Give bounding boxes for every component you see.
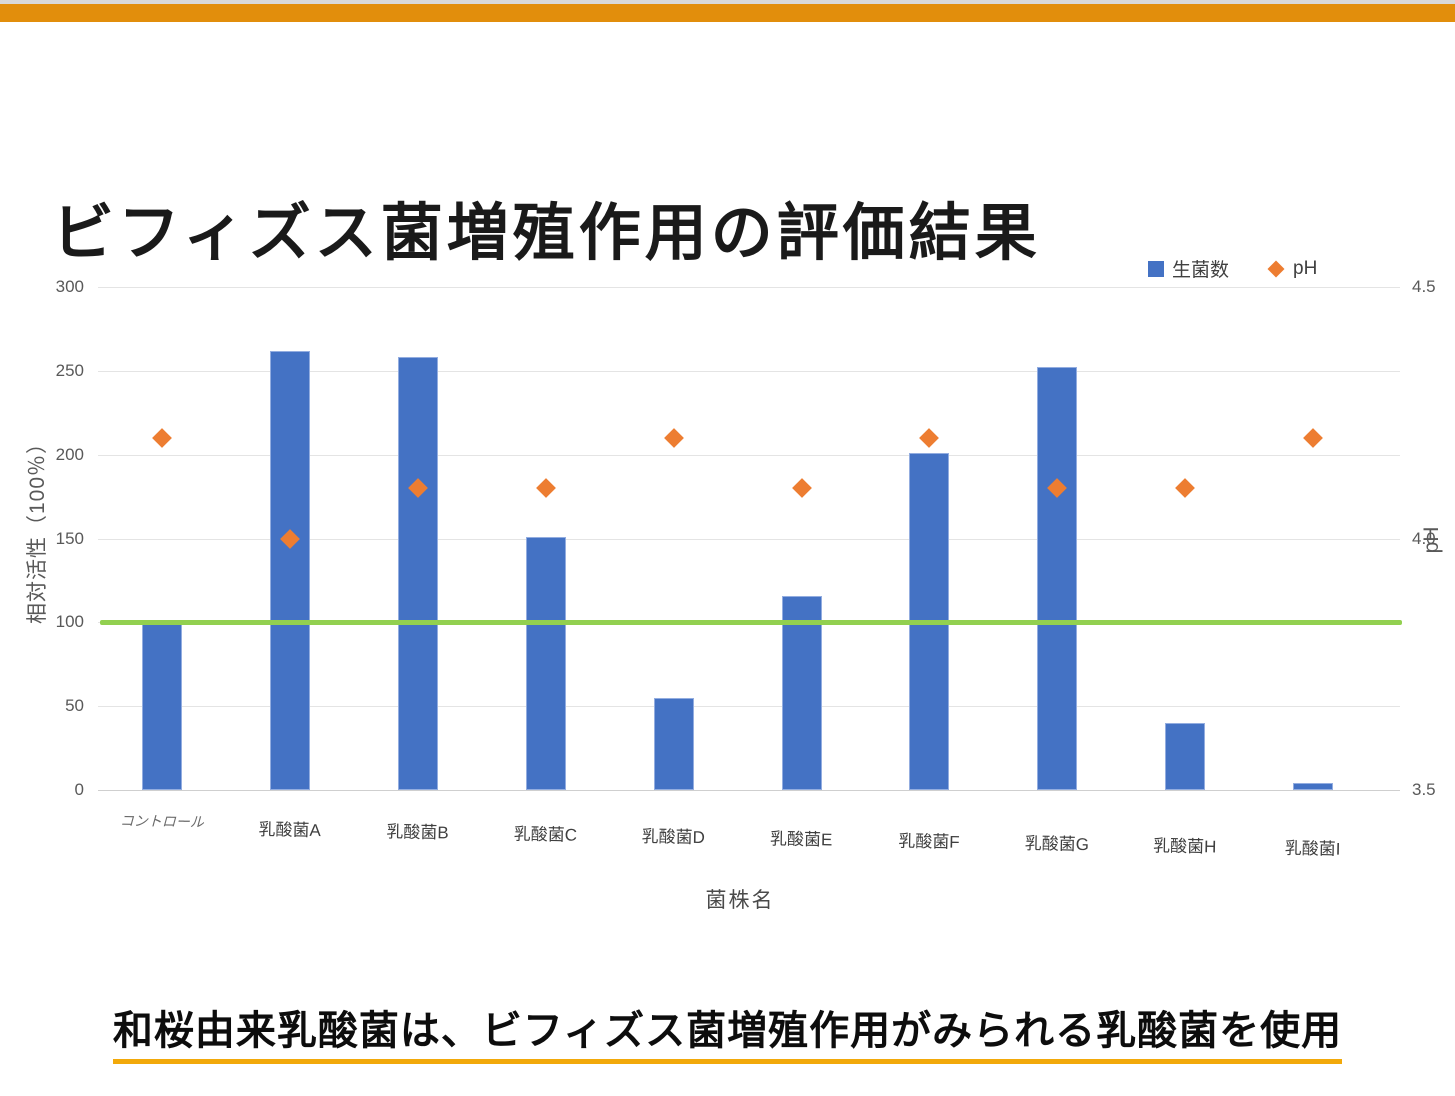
legend-label-ph-series: pH — [1293, 257, 1318, 279]
page-title: ビフィズス菌増殖作用の評価結果 — [52, 198, 1041, 268]
gridline-0 — [98, 790, 1400, 791]
x-axis-label-コントロール: コントロール — [119, 812, 204, 830]
left-axis-tick-50: 50 — [65, 696, 84, 716]
right-axis-title: pH — [1420, 526, 1443, 554]
left-axis-tick-0: 0 — [74, 780, 84, 799]
bar-乳酸菌D — [653, 697, 694, 790]
chart-legend: 生菌数 pH — [1148, 255, 1317, 282]
bar-乳酸菌C — [525, 536, 566, 790]
x-axis-label-乳酸菌H: 乳酸菌H — [1152, 836, 1217, 857]
caption-text: 和桜由来乳酸菌は、ビフィズス菌増殖作用がみられる乳酸菌を使用 — [112, 998, 1343, 1064]
ph-marker-乳酸菌C — [535, 478, 556, 499]
left-axis-title: 相対活性（100％） — [26, 431, 49, 625]
right-axis-tick-4.0: 4.0 — [1412, 528, 1436, 548]
caption-row: 和桜由来乳酸菌は、ビフィズス菌増殖作用がみられる乳酸菌を使用 — [0, 998, 1455, 1064]
ph-marker-乳酸菌D — [663, 427, 684, 448]
bar-乳酸菌E — [781, 595, 822, 790]
top-gray-strip — [0, 0, 1455, 4]
left-axis-tick-150: 150 — [55, 528, 84, 548]
x-axis-label-乳酸菌I: 乳酸菌I — [1284, 838, 1341, 859]
bar-乳酸菌I — [1293, 783, 1334, 790]
left-axis-tick-300: 300 — [55, 277, 84, 296]
right-axis-tick-3.5: 3.5 — [1412, 780, 1436, 799]
x-axis-label-乳酸菌D: 乳酸菌D — [641, 826, 706, 848]
reference-line-100 — [100, 619, 1402, 625]
ph-series-diamond-icon — [1267, 260, 1285, 277]
bar-乳酸菌A — [269, 350, 310, 790]
x-axis-label-乳酸菌C: 乳酸菌C — [513, 824, 578, 845]
ph-marker-コントロール — [152, 427, 172, 448]
gridline-50 — [98, 706, 1400, 708]
x-axis-title: 菌株名 — [705, 889, 775, 912]
left-axis-tick-250: 250 — [55, 360, 84, 380]
legend-item-ph-series: pH — [1267, 258, 1317, 280]
x-axis-labels: コントロール 乳酸菌A 乳酸菌B 乳酸菌C 乳酸菌D 乳酸菌E 乳酸菌F 乳酸菌G 乳酸菌H 乳酸… — [0, 810, 1455, 877]
top-accent-bar — [0, 4, 1455, 22]
ph-marker-乳酸菌H — [1175, 478, 1196, 499]
ph-marker-乳酸菌E — [791, 478, 812, 499]
x-axis-label-乳酸菌A: 乳酸菌A — [258, 819, 321, 841]
x-axis-label-乳酸菌F: 乳酸菌F — [898, 831, 960, 852]
bar-乳酸菌G — [1037, 367, 1078, 790]
gridline-150 — [98, 538, 1400, 540]
legend-item-bar-series: 生菌数 — [1148, 255, 1229, 282]
left-axis-tick-100: 100 — [55, 612, 84, 632]
gridline-250 — [98, 370, 1400, 372]
ph-marker-乳酸菌I — [1303, 427, 1323, 448]
bar-乳酸菌H — [1165, 722, 1206, 790]
x-axis-label-乳酸菌G: 乳酸菌G — [1024, 833, 1090, 855]
left-axis-tick-200: 200 — [55, 444, 84, 464]
right-axis-tick-4.5: 4.5 — [1412, 277, 1436, 296]
legend-label-bar-series: 生菌数 — [1172, 260, 1230, 281]
ph-marker-乳酸菌F — [919, 427, 940, 448]
bar-series-swatch-icon — [1148, 260, 1164, 277]
bar-コントロール — [142, 624, 182, 790]
x-axis-label-乳酸菌B: 乳酸菌B — [386, 822, 449, 843]
bar-乳酸菌B — [397, 357, 438, 790]
x-axis-label-乳酸菌E: 乳酸菌E — [769, 829, 833, 850]
gridline-300 — [98, 287, 1400, 288]
gridline-200 — [98, 454, 1400, 456]
